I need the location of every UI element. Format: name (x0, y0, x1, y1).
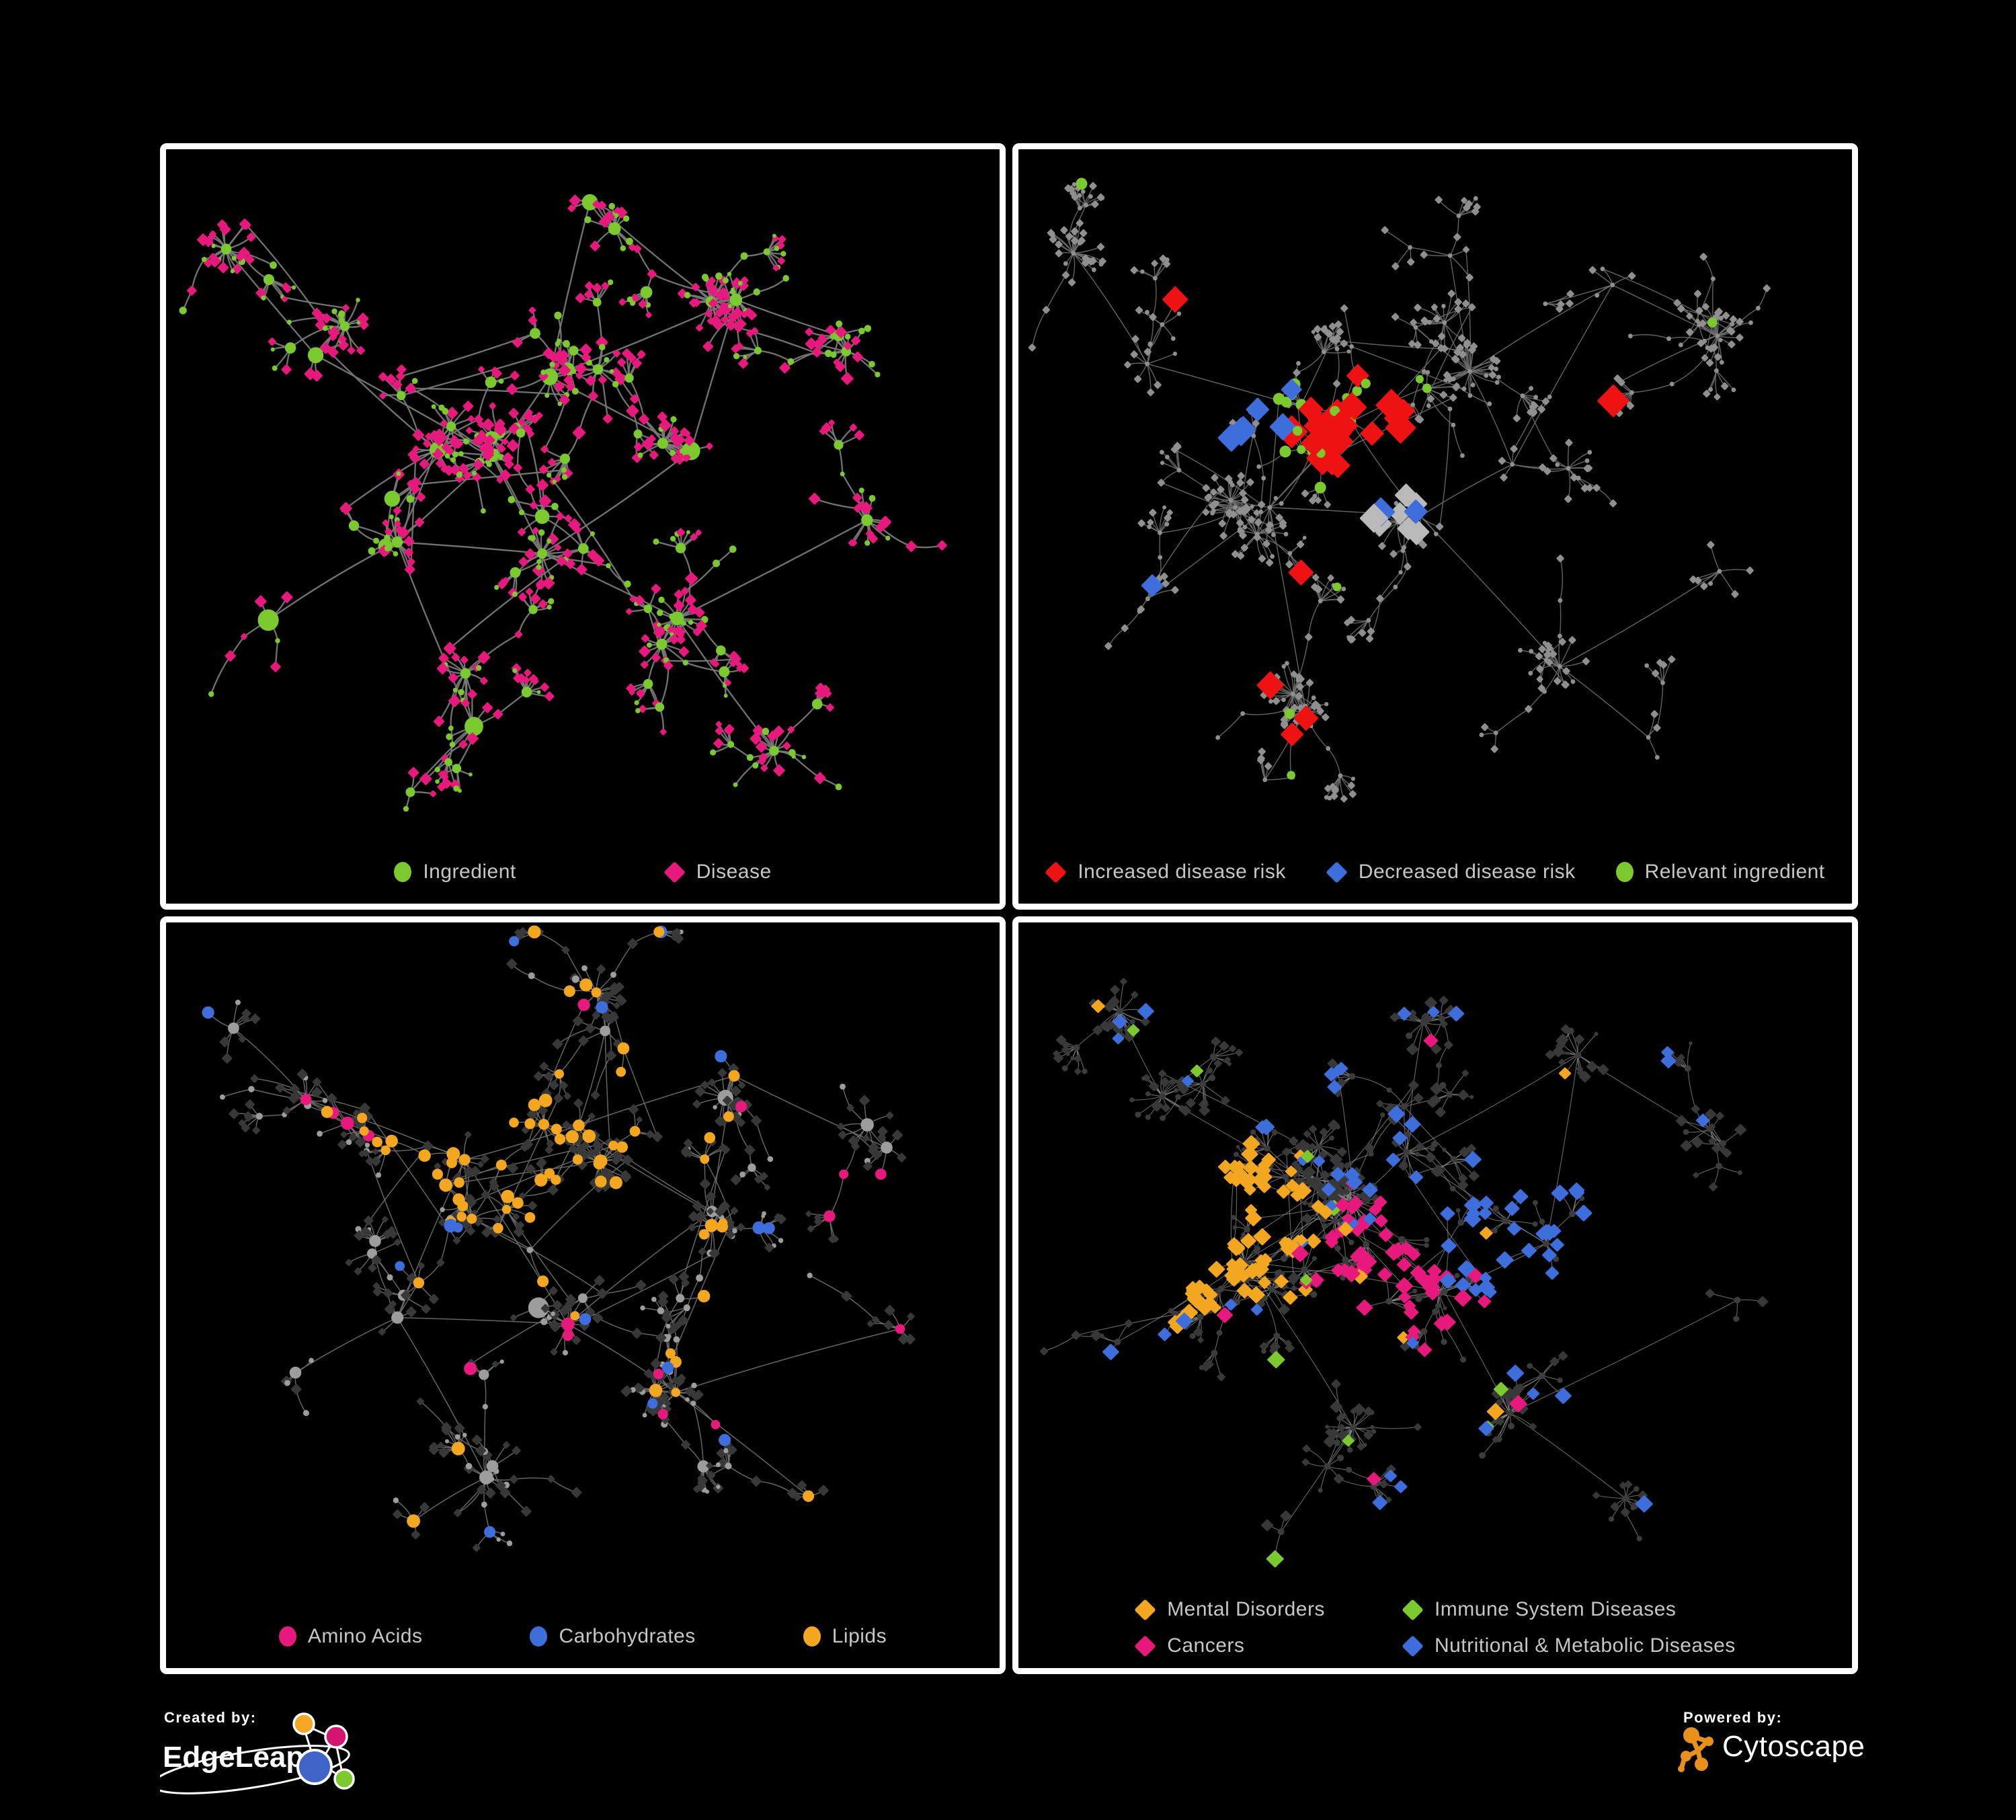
relevant-ingredient-circle-icon (1615, 862, 1634, 882)
created-by-label: Created by: (164, 1709, 257, 1726)
panel-disease-categories-network: Mental Disorders Immune System Diseases Ca… (1012, 916, 1858, 1674)
edgeleap-wordmark: EdgeLeap (163, 1741, 304, 1774)
edgeleap-logo: Created by: EdgeLeap (151, 1709, 355, 1794)
nutrient-classes-network-graph (202, 925, 916, 1552)
legend-disease-categories: Mental Disorders Immune System Diseases Ca… (1018, 1598, 1852, 1657)
panel-disease-risk-network: Increased disease risk Decreased disease … (1012, 143, 1858, 910)
disease-diamond-icon (663, 861, 686, 883)
decreased-disease-risk-diamond-icon (1326, 861, 1348, 883)
cytoscape-logo: Powered by: Cytoscape (1678, 1709, 1865, 1772)
legend-disease-risk: Increased disease risk Decreased disease … (1018, 861, 1852, 883)
legend-label: Amino Acids (307, 1625, 423, 1647)
legend-label: Disease (696, 861, 772, 883)
legend-label: Decreased disease risk (1358, 861, 1576, 883)
legend-label: Nutritional & Metabolic Diseases (1434, 1634, 1736, 1657)
legend-label: Carbohydrates (559, 1625, 696, 1647)
cancers-diamond-icon (1134, 1634, 1156, 1657)
disease-categories-network-graph (1039, 978, 1769, 1568)
legend-label: Ingredient (423, 861, 516, 883)
legend-item-relevant-ingredient: Relevant ingredient (1615, 861, 1825, 883)
legend-item-disease: Disease (663, 861, 772, 883)
edgeleap-magenta-node-icon (324, 1725, 348, 1749)
legend-label: Immune System Diseases (1434, 1598, 1677, 1620)
edgeleap-orange-node-icon (292, 1712, 315, 1735)
legend-label: Relevant ingredient (1644, 861, 1825, 883)
legend-label: Mental Disorders (1167, 1598, 1325, 1620)
legend-item-mental-disorders: Mental Disorders (1134, 1598, 1325, 1621)
disease-risk-network-graph (1028, 177, 1771, 803)
legend-item-increased-disease-risk: Increased disease risk (1045, 861, 1285, 883)
carbohydrates-circle-icon (530, 1626, 548, 1647)
legend-item-nutritional-metabolic-diseases: Nutritional & Metabolic Diseases (1402, 1634, 1736, 1657)
legend-label: Increased disease risk (1078, 861, 1286, 883)
powered-by-label: Powered by: (1683, 1709, 1782, 1726)
panel-ingredient-disease-network: Ingredient Disease (160, 143, 1006, 910)
legend-item-decreased-disease-risk: Decreased disease risk (1326, 861, 1576, 883)
legend-ingredient-disease: Ingredient Disease (166, 861, 1000, 883)
lipids-circle-icon (803, 1626, 821, 1647)
edgeleap-credit: Created by: EdgeLeap (151, 1705, 483, 1820)
legend-item-immune-system-diseases: Immune System Diseases (1402, 1598, 1736, 1621)
cytoscape-credit: Powered by: Cytoscape (1671, 1705, 1893, 1789)
edgeleap-blue-node-icon (296, 1749, 333, 1785)
edgeleap-green-node-icon (333, 1768, 355, 1790)
legend-item-lipids: Lipids (803, 1625, 887, 1648)
legend-item-carbohydrates: Carbohydrates (530, 1625, 695, 1648)
legend-label: Lipids (832, 1625, 887, 1647)
ingredient-disease-network-graph (179, 194, 947, 812)
cytoscape-network-icon (1678, 1727, 1713, 1772)
nutritional-metabolic-diseases-diamond-icon (1402, 1634, 1424, 1657)
cytoscape-wordmark: Cytoscape (1722, 1730, 1865, 1763)
mental-disorders-diamond-icon (1134, 1598, 1156, 1621)
amino-acids-circle-icon (278, 1626, 296, 1647)
legend-item-amino-acids: Amino Acids (278, 1625, 423, 1648)
legend-nutrient-classes: Amino Acids Carbohydrates Lipids (166, 1625, 1000, 1648)
increased-disease-risk-diamond-icon (1045, 861, 1067, 883)
legend-label: Cancers (1167, 1634, 1245, 1657)
ingredient-circle-icon (394, 862, 412, 882)
legend-item-ingredient: Ingredient (394, 861, 516, 883)
panel-nutrient-classes-network: Amino Acids Carbohydrates Lipids (160, 916, 1006, 1674)
legend-item-cancers: Cancers (1134, 1634, 1325, 1657)
immune-system-diseases-diamond-icon (1402, 1598, 1424, 1621)
